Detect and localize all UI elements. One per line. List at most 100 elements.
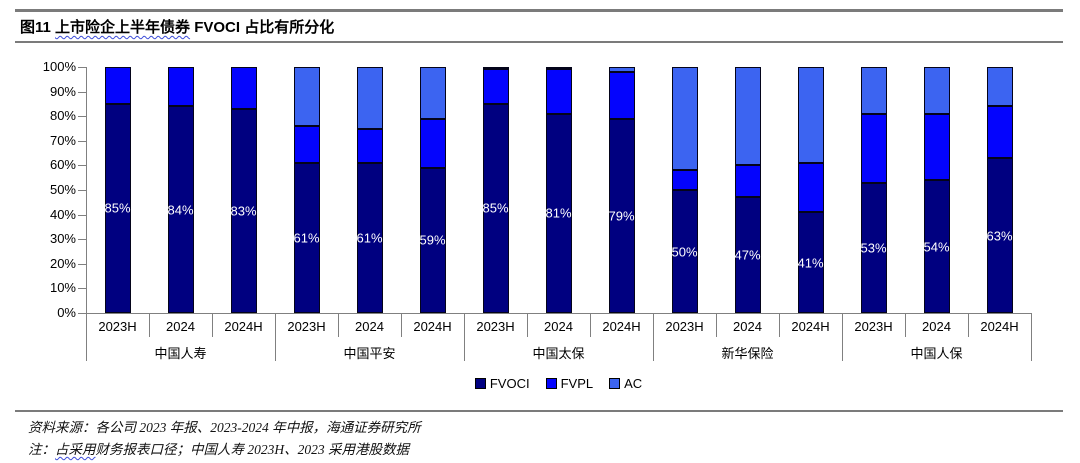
- y-axis-tick-label: 0%: [57, 305, 76, 320]
- x-axis-period-label: 2024H: [980, 319, 1019, 334]
- top-divider: [15, 9, 1063, 12]
- page-title: 图11 上市险企上半年债券 FVOCI 占比有所分化: [20, 16, 334, 37]
- bar-segment-ac: [860, 67, 887, 114]
- period-separator: [590, 313, 591, 337]
- bar-segment-fvpl: [734, 165, 761, 198]
- footnote: 注：占采用财务报表口径；中国人寿 2023H、2023 采用港股数据: [28, 438, 409, 458]
- period-separator: [527, 313, 528, 337]
- bar-segment-fvpl: [104, 67, 131, 104]
- bar-segment-fvoci: [860, 182, 887, 313]
- bar-新华保险-2024: 47%: [734, 67, 761, 313]
- source-note: 资料来源：各公司 2023 年报、2023-2024 年中报，海通证券研究所: [28, 420, 421, 435]
- bar-data-label: 85%: [104, 200, 131, 216]
- bar-segment-ac: [293, 67, 320, 127]
- bar-segment-fvoci: [356, 162, 383, 313]
- y-axis-tick-mark: [78, 116, 86, 118]
- bar-segment-ac: [356, 67, 383, 129]
- bar-data-label: 53%: [860, 240, 887, 256]
- y-axis-tick-mark: [78, 288, 86, 290]
- bar-segment-fvpl: [545, 69, 572, 114]
- x-axis-company-label: 中国人寿: [154, 346, 207, 361]
- bar-segment-fvoci: [419, 167, 446, 313]
- period-separator: [905, 313, 906, 337]
- bar-segment-ac: [671, 67, 698, 171]
- x-axis-period-label: 2024: [733, 319, 762, 334]
- legend-item-fvoci: FVOCI: [474, 376, 530, 391]
- y-axis-tick-mark: [78, 91, 86, 93]
- y-axis-tick-mark: [78, 239, 86, 241]
- period-separator: [149, 313, 150, 337]
- bar-segment-fvoci: [608, 118, 635, 313]
- bar-segment-fvpl: [986, 106, 1013, 159]
- bar-segment-fvpl: [482, 69, 509, 104]
- legend-label: FVOCI: [489, 376, 530, 391]
- group-separator: [842, 313, 843, 361]
- legend-label: FVPL: [560, 376, 594, 391]
- x-axis-period-label: 2024: [922, 319, 951, 334]
- y-axis-tick-label: 20%: [49, 255, 76, 271]
- bar-segment-fvpl: [797, 162, 824, 213]
- title-underlined-text: 上市险企上半年债券: [55, 19, 191, 36]
- bar-新华保险-2023H: 50%: [671, 67, 698, 313]
- x-axis-period-label: 2024: [355, 319, 384, 334]
- bar-segment-fvpl: [167, 67, 194, 107]
- bar-segment-ac: [986, 67, 1013, 107]
- bar-segment-fvoci: [104, 103, 131, 313]
- y-axis-tick-mark: [78, 190, 86, 191]
- x-axis-period-label: 2024: [544, 319, 573, 334]
- bar-segment-ac: [608, 67, 635, 72]
- bar-segment-fvoci: [293, 162, 320, 313]
- bar-segment-fvoci: [545, 113, 572, 313]
- bar-data-label: 47%: [734, 247, 761, 263]
- footer-divider: [15, 410, 1063, 412]
- legend-item-fvpl: FVPL: [545, 376, 594, 391]
- bar-segment-ac: [797, 67, 824, 163]
- bar-segment-ac: [545, 67, 572, 70]
- y-axis-tick-mark: [78, 263, 86, 265]
- bar-segment-fvpl: [923, 113, 950, 181]
- bar-新华保险-2024H: 41%: [797, 67, 824, 313]
- bar-segment-fvpl: [671, 170, 698, 190]
- bar-中国太保-2023H: 85%: [482, 67, 509, 313]
- y-axis-tick-label: 10%: [49, 280, 76, 296]
- bar-中国人保-2024: 54%: [923, 67, 950, 313]
- bar-segment-fvoci: [923, 180, 950, 313]
- x-axis-period-label: 2024H: [413, 319, 452, 334]
- period-separator: [779, 313, 780, 337]
- group-separator: [86, 313, 87, 361]
- legend-item-ac: AC: [609, 376, 642, 391]
- bar-data-label: 54%: [923, 239, 950, 255]
- bar-data-label: 79%: [608, 208, 635, 224]
- bar-中国平安-2024H: 59%: [419, 67, 446, 313]
- bar-segment-fvoci: [986, 158, 1013, 313]
- footnote-rest: 财务报表口径；中国人寿 2023H、2023 采用港股数据: [95, 442, 410, 457]
- y-axis-tick-label: 90%: [49, 83, 76, 99]
- footnote-prefix: 注：: [28, 442, 55, 457]
- bar-中国人保-2023H: 53%: [860, 67, 887, 313]
- bar-segment-fvoci: [482, 103, 509, 313]
- ac-swatch-icon: [609, 378, 621, 389]
- bar-data-label: 41%: [797, 255, 824, 271]
- bar-segment-fvpl: [293, 126, 320, 163]
- x-axis-period-label: 2024: [166, 319, 195, 334]
- bar-中国平安-2024: 61%: [356, 67, 383, 313]
- period-separator: [968, 313, 969, 337]
- period-separator: [716, 313, 717, 337]
- bar-data-label: 61%: [293, 230, 320, 246]
- y-axis-line: [86, 67, 87, 313]
- y-axis-tick-label: 70%: [49, 132, 76, 148]
- bar-中国太保-2024H: 79%: [608, 67, 635, 313]
- bar-data-label: 85%: [482, 200, 509, 216]
- chart-legend: FVOCI FVPL AC: [86, 376, 1031, 391]
- title-divider: [15, 41, 1063, 43]
- bar-segment-fvpl: [230, 67, 257, 109]
- x-axis-company-label: 中国平安: [343, 346, 396, 361]
- title-prefix: 图11: [20, 19, 51, 36]
- bar-segment-fvpl: [419, 118, 446, 168]
- x-axis-company-label: 新华保险: [721, 346, 774, 361]
- x-axis-period-label: 2023H: [98, 319, 137, 334]
- y-axis-tick-mark: [78, 140, 86, 142]
- period-separator: [212, 313, 213, 337]
- bar-segment-ac: [923, 67, 950, 114]
